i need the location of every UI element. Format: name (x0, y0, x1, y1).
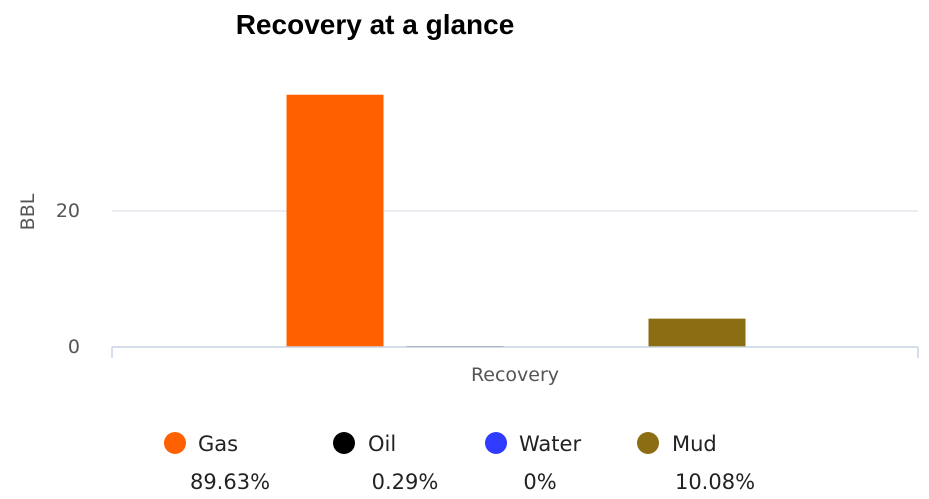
legend-label-water: Water (519, 432, 581, 456)
bar-mud[interactable] (648, 318, 746, 347)
legend-item-mud[interactable]: Mud 10.08% (637, 432, 755, 494)
chart-title: Recovery at a glance (236, 9, 515, 40)
y-tick-labels: 0 20 (56, 200, 80, 358)
legend-item-water[interactable]: Water 0% (485, 432, 581, 494)
y-tick-label: 0 (68, 336, 80, 358)
legend-item-oil[interactable]: Oil 0.29% (333, 432, 438, 494)
legend-label-oil: Oil (368, 432, 396, 456)
legend-label-mud: Mud (672, 432, 717, 456)
y-tick-label: 20 (56, 200, 80, 222)
bars (286, 94, 746, 347)
legend-percent-water: 0% (523, 470, 556, 494)
legend-marker-mud (637, 432, 659, 454)
legend-percent-gas: 89.63% (190, 470, 270, 494)
x-category-label: Recovery (471, 364, 559, 386)
legend-percent-oil: 0.29% (372, 470, 439, 494)
legend-marker-water (485, 432, 507, 454)
legend-marker-oil (333, 432, 355, 454)
y-axis-label: BBL (17, 193, 39, 230)
legend-percent-mud: 10.08% (675, 470, 755, 494)
legend-item-gas[interactable]: Gas 89.63% (164, 432, 270, 494)
legend: Gas 89.63% Oil 0.29% Water 0% Mud 10.08% (164, 432, 755, 494)
legend-marker-gas (164, 432, 186, 454)
bar-gas[interactable] (286, 94, 384, 347)
legend-label-gas: Gas (198, 432, 238, 456)
